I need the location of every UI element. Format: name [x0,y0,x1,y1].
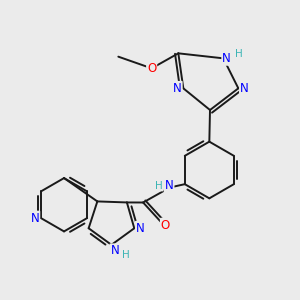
Text: N: N [240,82,249,95]
Text: H: H [236,49,243,59]
Text: N: N [31,212,39,225]
Text: H: H [155,181,163,191]
Text: N: N [136,222,145,235]
Text: N: N [110,244,119,257]
Text: N: N [173,82,182,95]
Text: O: O [161,219,170,232]
Text: N: N [222,52,231,65]
Text: N: N [165,179,173,192]
Text: H: H [122,250,129,260]
Text: O: O [147,62,156,75]
